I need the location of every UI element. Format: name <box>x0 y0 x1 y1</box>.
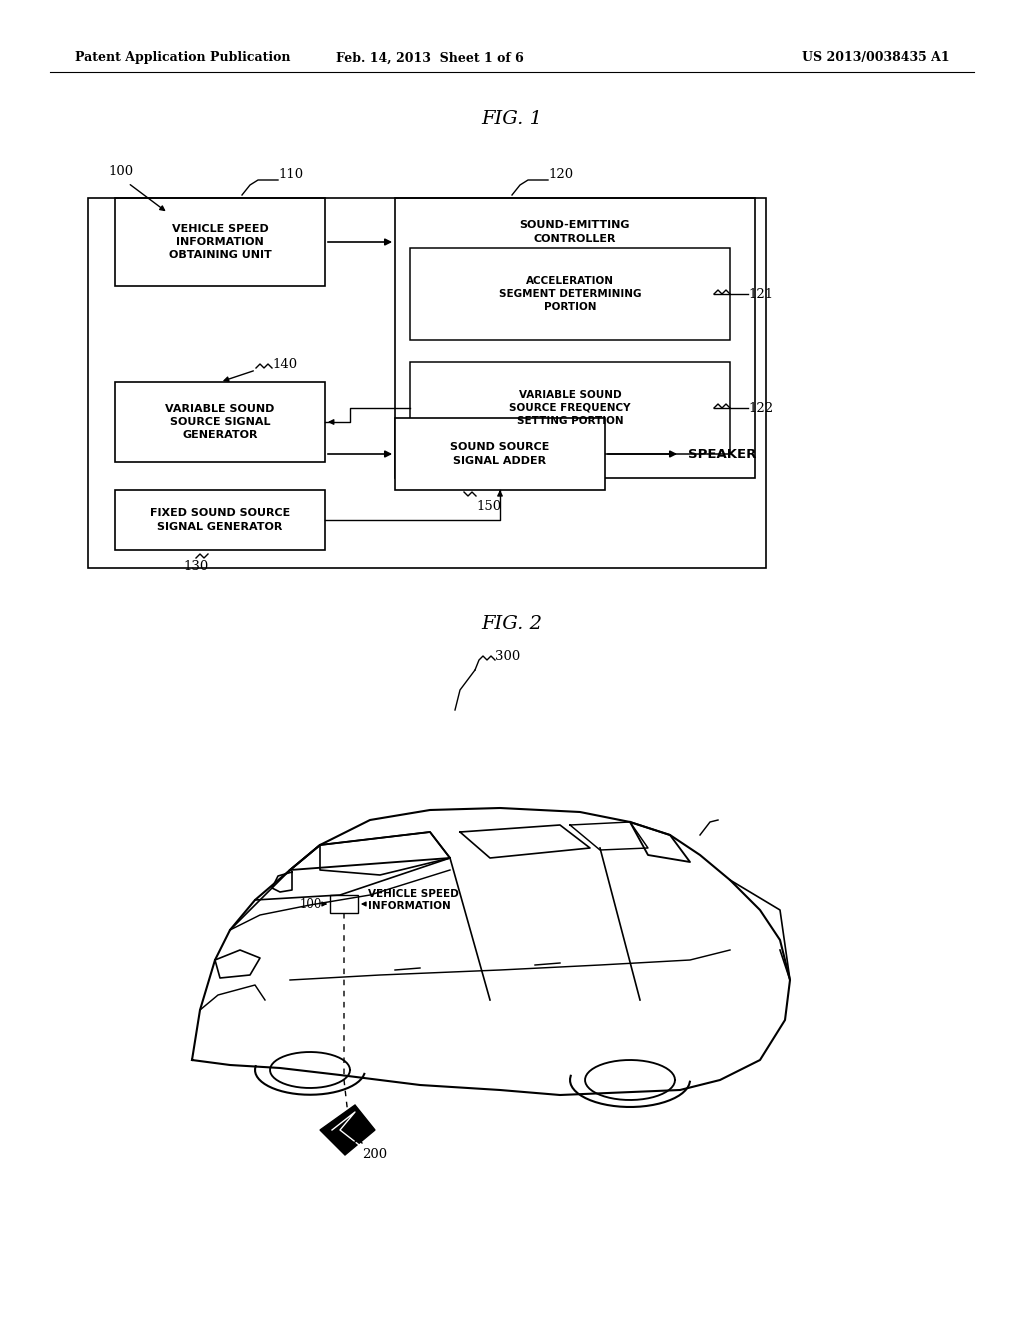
Text: 150: 150 <box>476 500 501 513</box>
Text: 120: 120 <box>548 168 573 181</box>
Text: 100: 100 <box>108 165 133 178</box>
Text: SOUND-EMITTING
CONTROLLER: SOUND-EMITTING CONTROLLER <box>520 220 630 244</box>
Text: Feb. 14, 2013  Sheet 1 of 6: Feb. 14, 2013 Sheet 1 of 6 <box>336 51 524 65</box>
Text: FIG. 2: FIG. 2 <box>481 615 543 634</box>
Text: ACCELERATION
SEGMENT DETERMINING
PORTION: ACCELERATION SEGMENT DETERMINING PORTION <box>499 276 641 313</box>
Bar <box>115 490 325 550</box>
Bar <box>410 248 730 341</box>
Text: 121: 121 <box>748 288 773 301</box>
Text: 122: 122 <box>748 401 773 414</box>
Bar <box>88 198 766 568</box>
Bar <box>395 198 755 478</box>
Text: FIG. 1: FIG. 1 <box>481 110 543 128</box>
Text: VEHICLE SPEED
INFORMATION
OBTAINING UNIT: VEHICLE SPEED INFORMATION OBTAINING UNIT <box>169 224 271 260</box>
Bar <box>410 362 730 454</box>
Bar <box>330 895 358 913</box>
Bar <box>395 418 605 490</box>
Text: 140: 140 <box>272 358 297 371</box>
Text: SOUND SOURCE
SIGNAL ADDER: SOUND SOURCE SIGNAL ADDER <box>451 442 550 466</box>
Polygon shape <box>319 1105 375 1155</box>
Text: US 2013/0038435 A1: US 2013/0038435 A1 <box>803 51 950 65</box>
Text: VEHICLE SPEED
INFORMATION: VEHICLE SPEED INFORMATION <box>368 888 459 911</box>
Text: Patent Application Publication: Patent Application Publication <box>75 51 291 65</box>
Text: 130: 130 <box>183 560 209 573</box>
Bar <box>115 198 325 286</box>
Text: VARIABLE SOUND
SOURCE FREQUENCY
SETTING PORTION: VARIABLE SOUND SOURCE FREQUENCY SETTING … <box>509 389 631 426</box>
Text: SPEAKER: SPEAKER <box>688 447 757 461</box>
Bar <box>115 381 325 462</box>
Text: 300: 300 <box>495 649 520 663</box>
Text: VARIABLE SOUND
SOURCE SIGNAL
GENERATOR: VARIABLE SOUND SOURCE SIGNAL GENERATOR <box>165 404 274 440</box>
Text: 110: 110 <box>278 168 303 181</box>
Text: 100: 100 <box>300 898 322 911</box>
Text: FIXED SOUND SOURCE
SIGNAL GENERATOR: FIXED SOUND SOURCE SIGNAL GENERATOR <box>150 508 290 532</box>
Text: 200: 200 <box>362 1148 387 1162</box>
